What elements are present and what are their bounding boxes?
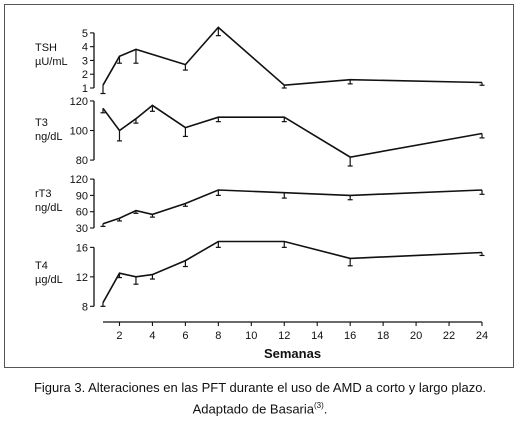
series-line bbox=[102, 104, 483, 158]
y-axis-label: T3 bbox=[35, 117, 48, 129]
y-tick-label: 90 bbox=[76, 190, 88, 202]
x-tick-label: 10 bbox=[245, 330, 257, 342]
y-tick-label: 16 bbox=[76, 242, 88, 254]
x-tick-label: 18 bbox=[377, 330, 389, 342]
y-axis-label: rT3 bbox=[35, 188, 52, 200]
error-bar bbox=[215, 117, 221, 123]
error-bar bbox=[281, 241, 287, 248]
caption-end: . bbox=[323, 401, 328, 417]
y-tick-label: 30 bbox=[76, 223, 88, 235]
panel-4: 8 12 16 T4 µg/dL bbox=[35, 240, 485, 313]
error-bar bbox=[215, 189, 221, 196]
y-tick-label: 60 bbox=[76, 207, 88, 219]
y-tick-label: 8 bbox=[82, 301, 88, 313]
error-bar bbox=[182, 64, 188, 71]
y-axis-label: ng/dL bbox=[35, 202, 63, 214]
error-bar bbox=[133, 49, 139, 64]
figure-frame bbox=[4, 4, 514, 368]
y-axis-label: T4 bbox=[35, 260, 48, 272]
error-bar bbox=[100, 108, 106, 114]
x-tick-label: 22 bbox=[443, 330, 455, 342]
error-bar bbox=[347, 195, 353, 201]
error-bar bbox=[100, 302, 106, 307]
error-bar bbox=[182, 203, 188, 207]
error-bar bbox=[479, 82, 485, 86]
y-axis-label: µg/dL bbox=[35, 274, 63, 286]
caption-text: Figura 3. Alteraciones en las PFT durant… bbox=[33, 380, 487, 417]
series-line bbox=[102, 240, 483, 303]
panel-3: 30 60 90 120 rT3 ng/dL bbox=[35, 174, 485, 235]
error-bar bbox=[116, 273, 122, 279]
series-line bbox=[102, 189, 483, 225]
error-bar bbox=[149, 105, 155, 112]
caption-reference: (3) bbox=[314, 401, 324, 410]
y-tick-label: 1 bbox=[82, 83, 88, 95]
error-bar bbox=[116, 56, 122, 64]
error-bar bbox=[133, 210, 139, 214]
y-tick-label: 120 bbox=[70, 174, 88, 186]
x-axis-label: Semanas bbox=[264, 346, 321, 361]
error-bar bbox=[215, 27, 221, 37]
error-bar bbox=[347, 79, 353, 85]
error-bar bbox=[479, 189, 485, 195]
x-tick-label: 6 bbox=[182, 330, 188, 342]
error-bar bbox=[215, 241, 221, 248]
y-tick-label: 4 bbox=[82, 42, 88, 54]
error-bar bbox=[116, 130, 122, 142]
y-tick-label: 5 bbox=[82, 28, 88, 40]
error-bar bbox=[479, 252, 485, 257]
y-axis-label: µU/mL bbox=[35, 56, 68, 68]
error-bar bbox=[116, 218, 122, 222]
y-tick-label: 80 bbox=[76, 155, 88, 167]
y-tick-label: 12 bbox=[76, 272, 88, 284]
error-bar bbox=[281, 85, 287, 89]
chart-plot: 12345TSHµU/mL80100120T3ng/dL306090120rT3… bbox=[35, 26, 488, 361]
series-line bbox=[102, 26, 483, 87]
y-axis-label: ng/dL bbox=[35, 131, 63, 143]
x-tick-label: 24 bbox=[476, 330, 488, 342]
panel-1: 1 2 34 5 TSH µU/mL bbox=[35, 26, 485, 95]
x-tick-label: 8 bbox=[215, 330, 221, 342]
x-tick-label: 2 bbox=[116, 330, 122, 342]
error-bar bbox=[182, 260, 188, 268]
y-tick-label: 120 bbox=[70, 96, 88, 108]
error-bar bbox=[100, 223, 106, 227]
figure-caption: Figura 3. Alteraciones en las PFT durant… bbox=[10, 379, 510, 418]
panel-2: 80 100 120 T3 ng/dL bbox=[35, 96, 485, 167]
error-bar bbox=[133, 276, 139, 285]
error-bar bbox=[347, 157, 353, 167]
error-bar bbox=[149, 274, 155, 280]
y-tick-label: 100 bbox=[70, 126, 88, 138]
error-bar bbox=[149, 214, 155, 218]
x-tick-label: 14 bbox=[311, 330, 323, 342]
x-tick-label: 4 bbox=[149, 330, 155, 342]
y-axis-label: TSH bbox=[35, 42, 57, 54]
error-bar bbox=[479, 133, 485, 139]
error-bar bbox=[347, 258, 353, 267]
y-tick-label: 2 bbox=[82, 69, 88, 81]
error-bar bbox=[182, 127, 188, 138]
x-tick-label: 12 bbox=[278, 330, 290, 342]
error-bar bbox=[281, 117, 287, 123]
x-tick-label: 16 bbox=[344, 330, 356, 342]
y-tick-label: 3 bbox=[82, 55, 88, 67]
error-bar bbox=[281, 192, 287, 199]
error-bar bbox=[100, 85, 106, 95]
error-bar bbox=[133, 118, 139, 124]
x-tick-label: 20 bbox=[410, 330, 422, 342]
